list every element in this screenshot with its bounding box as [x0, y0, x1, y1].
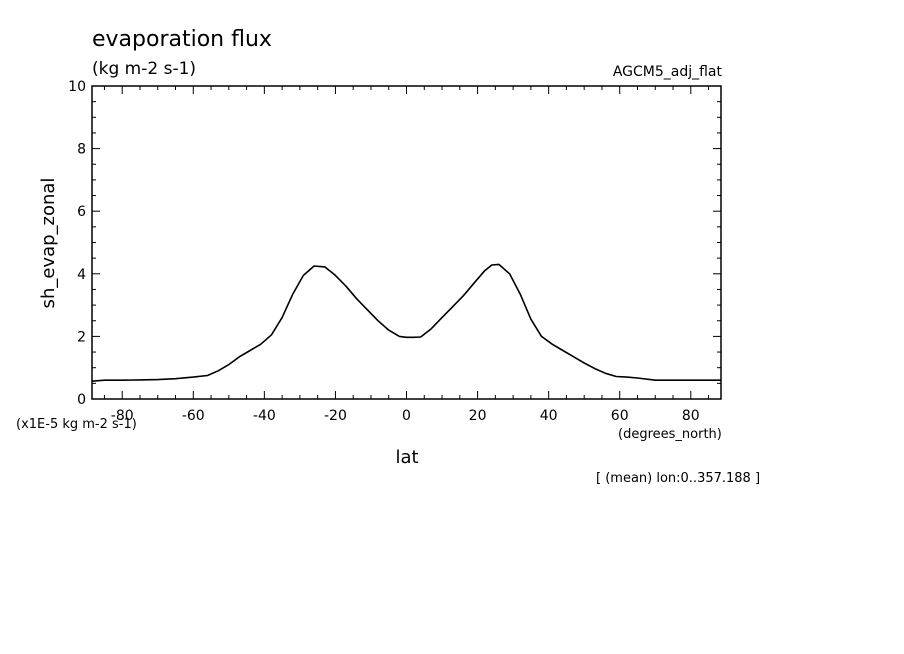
x-tick-label: -20 [324, 408, 347, 424]
plot-frame [91, 85, 722, 400]
y-axis-label: sh_evap_zonal [38, 178, 59, 309]
y-tick-label: 10 [68, 79, 86, 95]
x-tick-label: -60 [182, 408, 205, 424]
dataset-label: AGCM5_adj_flat [613, 64, 723, 80]
x-axis-label: lat [395, 447, 418, 468]
y-axis: 0 2 4 6 8 10 [68, 79, 721, 408]
x-tick-label: 40 [540, 408, 558, 424]
y-tick-label: 2 [77, 329, 86, 345]
x-axis: -80 -60 -40 -20 0 20 40 60 80 [103, 86, 710, 424]
y-tick-label: 6 [77, 204, 86, 220]
y-tick-label: 4 [77, 267, 86, 283]
x-tick-label: -40 [253, 408, 276, 424]
y-scale-note: (x1E-5 kg m-2 s-1) [16, 417, 137, 432]
x-units-label: (degrees_north) [618, 427, 722, 442]
x-tick-label: 20 [469, 408, 487, 424]
averaging-footnote: [ (mean) lon:0..357.188 ] [596, 471, 760, 486]
series-line-sh-evap-zonal [91, 263, 721, 382]
chart-title: evaporation flux [92, 27, 272, 52]
chart-subtitle: (kg m-2 s-1) [92, 59, 196, 79]
x-tick-label: 0 [402, 408, 411, 424]
x-tick-label: -80 [111, 408, 134, 424]
x-tick-label: 60 [611, 408, 629, 424]
x-tick-label: 80 [682, 408, 700, 424]
y-tick-label: 8 [77, 142, 86, 158]
y-tick-label: 0 [77, 392, 86, 408]
